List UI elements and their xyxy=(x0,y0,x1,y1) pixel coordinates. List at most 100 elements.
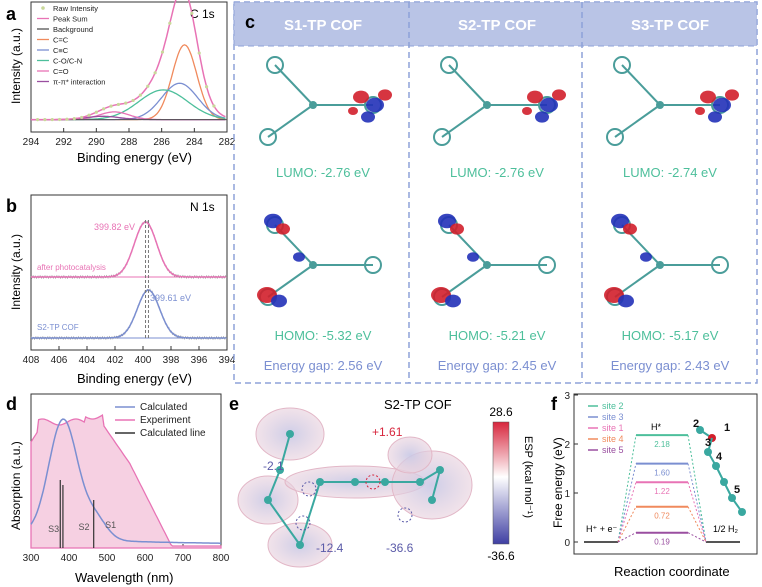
x-tick-label: 408 xyxy=(23,355,40,366)
connector xyxy=(687,463,707,543)
x-tick-label: 286 xyxy=(153,137,170,148)
orbital-isosurfaces xyxy=(257,56,739,308)
x-ticks: 408 406 404 402 400 398 396 394 xyxy=(23,346,236,366)
x-tick-label: 284 xyxy=(186,137,203,148)
middle-state-label: H* xyxy=(651,422,661,432)
x-tick-label: 398 xyxy=(163,355,180,366)
y-ticks: 0 1 2 3 xyxy=(564,391,578,549)
x-tick-label: 700 xyxy=(175,553,192,564)
panel-label: N 1s xyxy=(190,200,215,214)
legend-label: site 5 xyxy=(602,445,624,455)
orbital-lobe xyxy=(623,223,637,235)
orbital-lobe xyxy=(540,97,558,113)
orbital-lobe xyxy=(618,294,634,308)
site-marker xyxy=(397,507,413,523)
legend-label: Calculated line xyxy=(140,428,206,439)
ring xyxy=(433,128,451,146)
site-marker xyxy=(365,474,381,490)
x-tick-label: 400 xyxy=(61,553,78,564)
fit-curve xyxy=(31,221,226,278)
bottom-peak-label: 399.61 eV xyxy=(150,293,191,303)
bond xyxy=(431,469,441,501)
panel-title: S2-TP COF xyxy=(384,397,452,412)
legend-label: Experiment xyxy=(140,415,191,426)
raw-intensity-point xyxy=(124,101,128,105)
orbital-lobe xyxy=(535,111,549,123)
panel-letter: c xyxy=(245,12,255,32)
orbital-lobe xyxy=(522,107,532,115)
level-value: 0.72 xyxy=(654,512,670,521)
level-value: 1.22 xyxy=(654,487,670,496)
ring xyxy=(259,128,277,146)
esp-annotation: -2.1 xyxy=(263,459,284,473)
legend-label: Raw Intensity xyxy=(53,4,98,13)
site-number: 5 xyxy=(734,484,740,496)
esp-annotation: -36.6 xyxy=(386,541,414,555)
orbital-lobe xyxy=(552,89,566,101)
orbital-lobe xyxy=(708,111,722,123)
end-state-label: 1/2 H₂ xyxy=(713,524,739,534)
connector xyxy=(617,482,637,543)
molecule-sketch: 1 234 5 xyxy=(693,418,746,516)
raw-intensity-point xyxy=(65,117,69,121)
legend-label: Peak Sum xyxy=(53,15,88,24)
x-tick-label: 800 xyxy=(213,553,230,564)
legend-label: site 4 xyxy=(602,434,624,444)
line-label: S3 xyxy=(48,524,59,534)
legend-label: site 2 xyxy=(602,401,624,411)
legend-label: C=C xyxy=(53,36,69,45)
legend-label: site 3 xyxy=(602,412,624,422)
site-marker xyxy=(301,481,317,497)
top-peak-label: 399.82 eV xyxy=(94,222,135,232)
experiment-curve xyxy=(30,414,222,549)
raw-intensity-point xyxy=(72,117,76,121)
ring xyxy=(711,256,729,274)
legend-marker xyxy=(41,6,45,10)
x-tick-label: 600 xyxy=(137,553,154,564)
homo-value: HOMO: -5.17 eV xyxy=(622,328,719,343)
x-axis-label: Binding energy (eV) xyxy=(77,371,192,386)
orbital-lobe xyxy=(467,252,479,262)
panel-a-xps-c1s: a C 1s Intensity (a.u.) Binding energy (… xyxy=(6,0,236,165)
legend-label: π-π* interaction xyxy=(53,78,105,87)
y-axis-label: Intensity (a.u.) xyxy=(9,28,23,104)
x-tick-label: 294 xyxy=(23,137,40,148)
lumo-value: LUMO: -2.76 eV xyxy=(276,165,370,180)
homo-value: HOMO: -5.21 eV xyxy=(449,328,546,343)
y-axis-label: Absorption (a.u.) xyxy=(9,441,23,530)
connector xyxy=(687,532,707,543)
esp-annotation: +1.61 xyxy=(372,425,403,439)
raw-intensity-point xyxy=(57,117,62,122)
raw-intensity-point xyxy=(116,102,120,107)
orbital-lobe xyxy=(445,294,461,308)
panel-letter: a xyxy=(6,4,17,24)
y-tick-label: 1 xyxy=(564,489,570,500)
x-tick-label: 404 xyxy=(79,355,96,366)
atom xyxy=(428,496,436,504)
panel-c-frontier-orbitals: c S1-TP COF S2-TP COF S3-TP COF LUMO: -2… xyxy=(233,1,758,384)
legend-label: site 1 xyxy=(602,423,624,433)
plot-frame xyxy=(30,194,228,351)
raw-intensity-point xyxy=(160,50,165,54)
legend: Calculated Experiment Calculated line xyxy=(115,402,206,439)
bond xyxy=(299,481,321,546)
orbital-lobe xyxy=(276,223,290,235)
ring xyxy=(440,56,458,74)
orbital-lobe xyxy=(293,252,305,262)
orbital-lobe xyxy=(695,107,705,115)
orbital-lobe xyxy=(366,97,384,113)
x-tick-label: 282 xyxy=(219,137,236,148)
connector xyxy=(687,482,707,543)
connector xyxy=(617,506,637,543)
orbital-lobe xyxy=(361,111,375,123)
y-axis-label: Intensity (a.u.) xyxy=(9,234,23,310)
orbital-lobe xyxy=(271,294,287,308)
x-tick-label: 292 xyxy=(55,137,72,148)
y-tick-label: 0 xyxy=(564,538,570,549)
color-bar xyxy=(492,421,510,545)
top-spectrum-name: after photocatalysis xyxy=(37,263,106,272)
level-value: 0.19 xyxy=(654,538,670,547)
column-title: S3-TP COF xyxy=(631,17,709,34)
